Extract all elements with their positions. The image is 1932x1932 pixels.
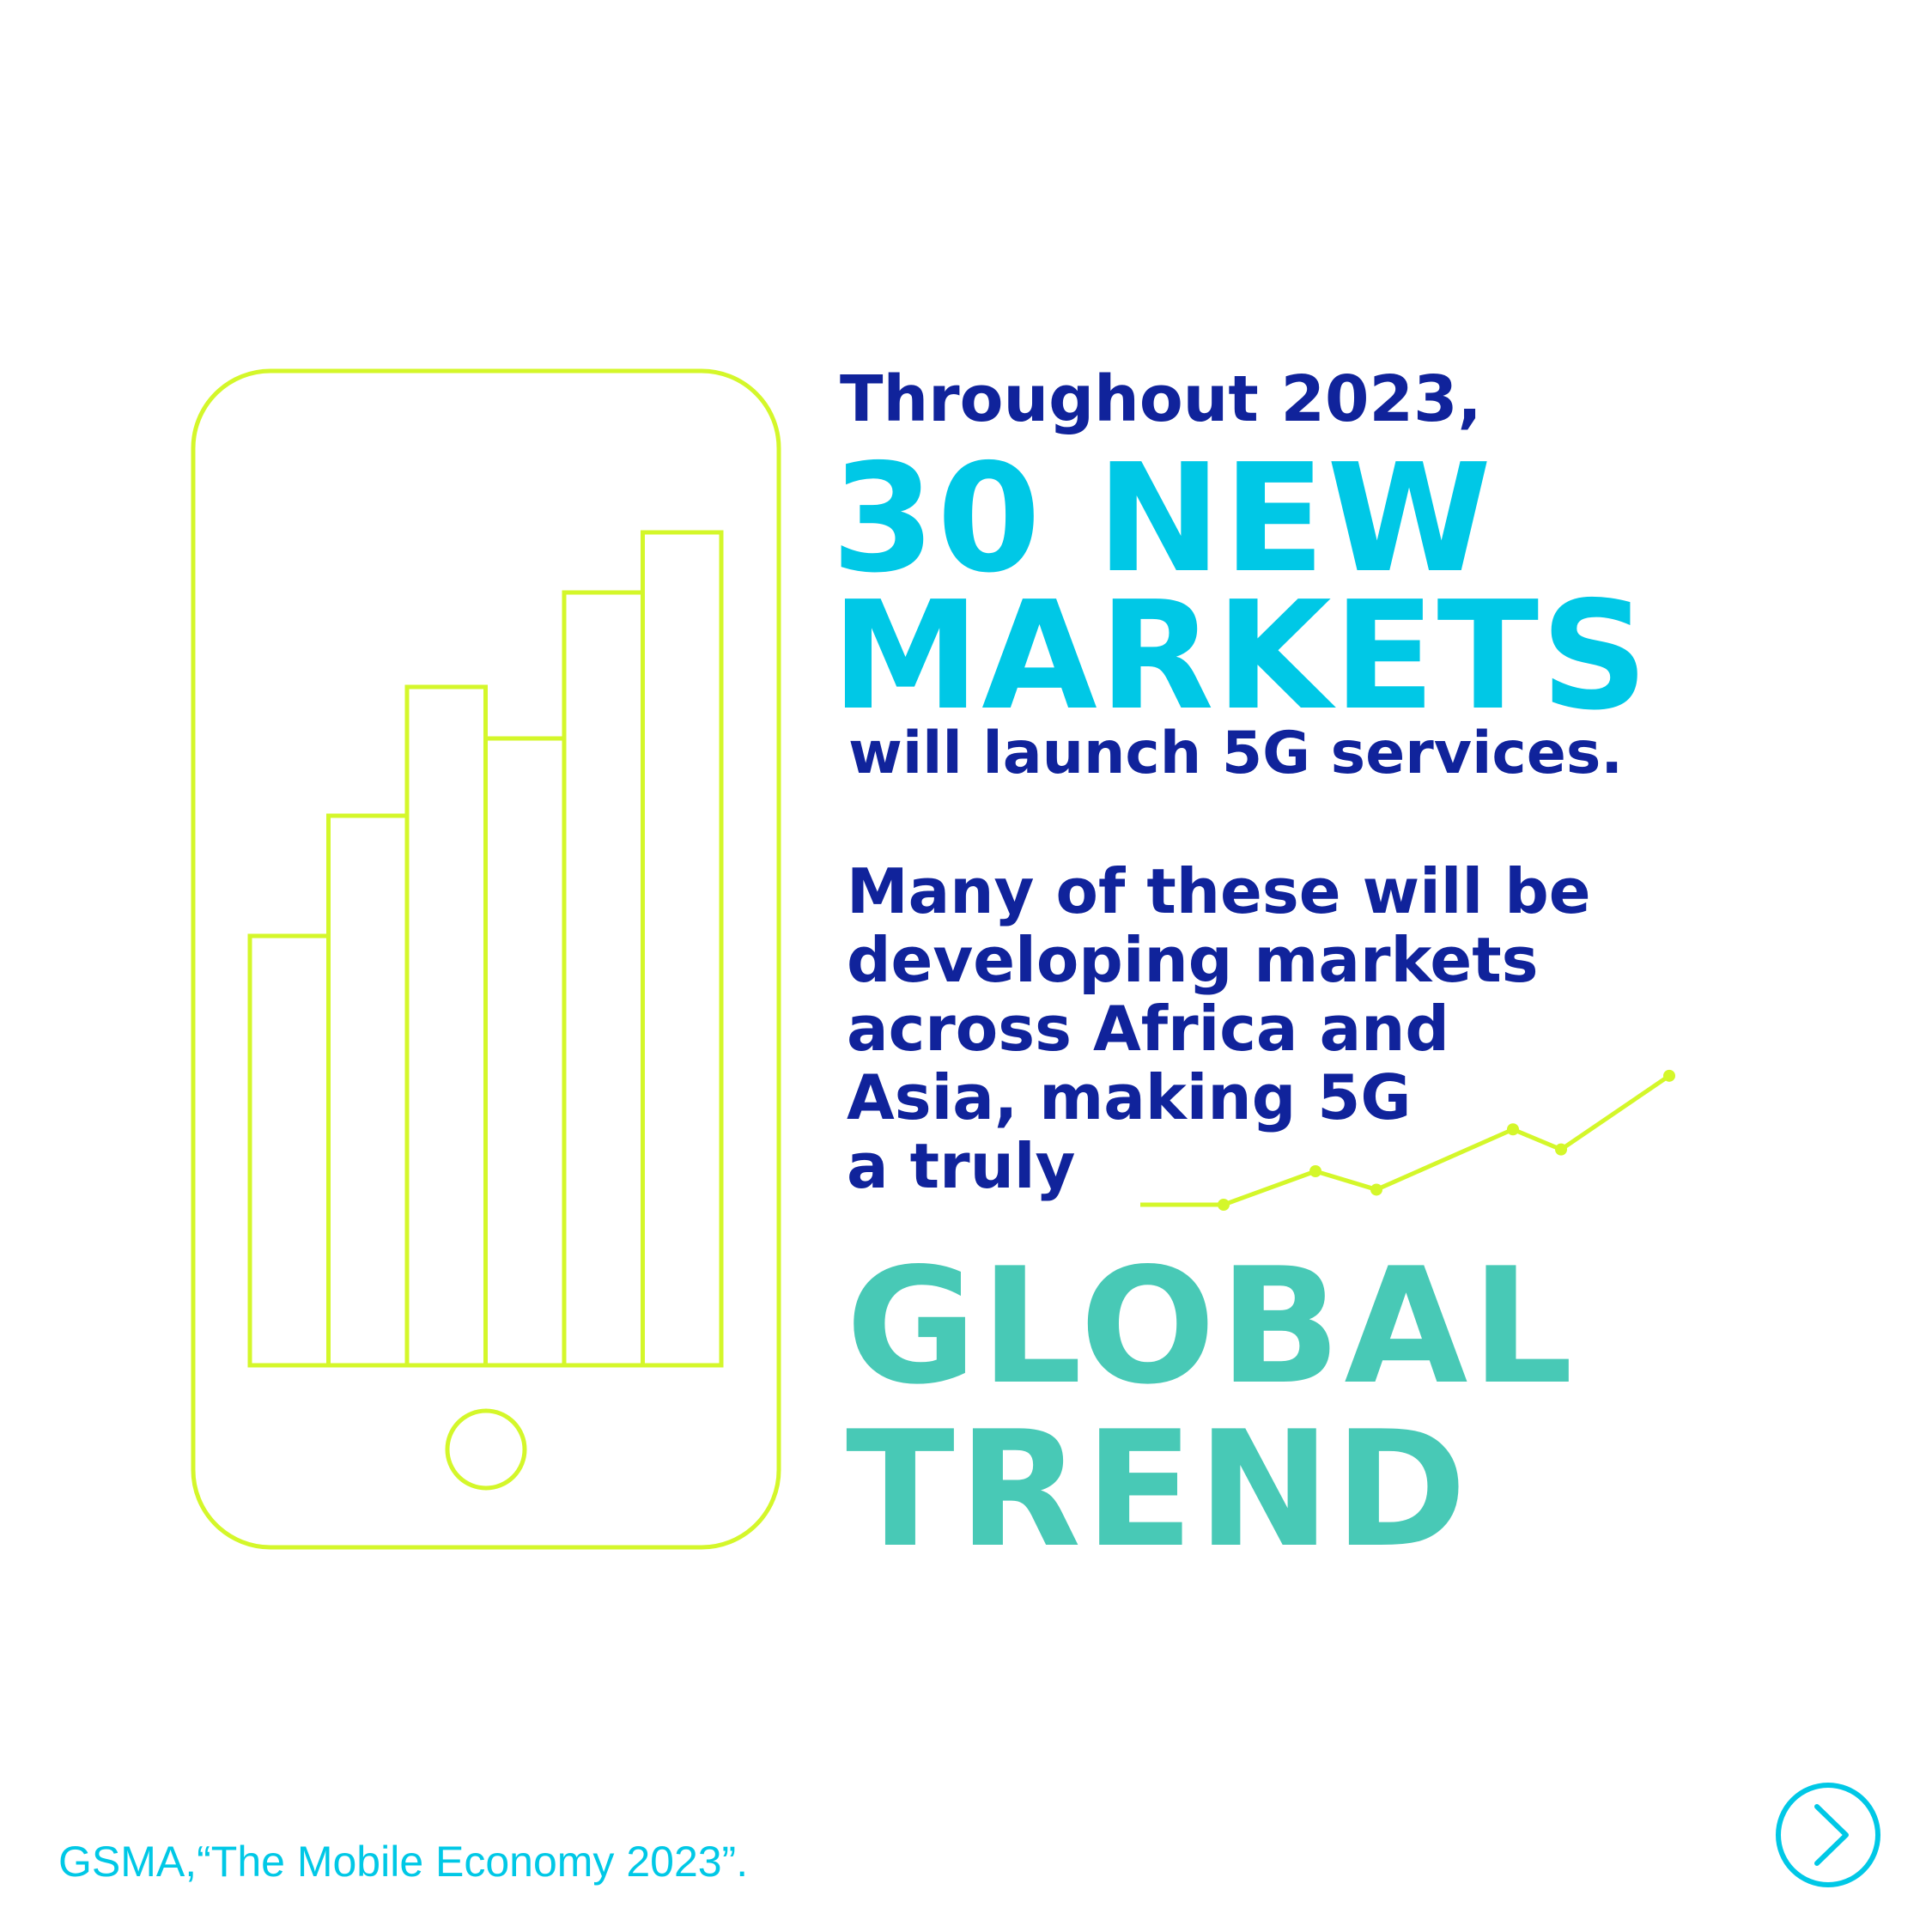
phone-bar xyxy=(483,736,567,1368)
paragraph-line: Many of these will be xyxy=(847,855,1591,927)
paragraph-line: a truly xyxy=(847,1130,1076,1202)
trend-line xyxy=(1223,1073,1671,1207)
trend-line-icon xyxy=(1140,1069,1675,1211)
phone-bar xyxy=(326,813,410,1368)
chevron-right-icon xyxy=(1814,1804,1849,1866)
phone-bar xyxy=(562,590,645,1368)
phone-bar xyxy=(641,530,724,1368)
trend-point xyxy=(1218,1199,1230,1211)
headline-outro: will launch 5G services. xyxy=(848,720,1624,787)
headline-intro: Throughout 2023, xyxy=(840,362,1482,436)
phone-bar xyxy=(404,684,488,1368)
trend-point xyxy=(1370,1183,1382,1196)
next-button[interactable] xyxy=(1776,1783,1880,1887)
phone-bar xyxy=(247,933,331,1368)
trend-point xyxy=(1507,1123,1519,1136)
phone-body xyxy=(191,368,781,1550)
emphasis-line-1: GLOBAL xyxy=(846,1233,1577,1419)
emphasis-line-2: TREND xyxy=(846,1396,1471,1583)
headline-big-line-2: MARKETS xyxy=(831,569,1650,744)
phone-home-button xyxy=(445,1408,527,1491)
paragraph-line: developing markets xyxy=(847,924,1539,996)
paragraph-line: Asia, making 5G xyxy=(847,1061,1412,1133)
headline-big-line-1: 30 NEW xyxy=(831,432,1494,606)
paragraph-line: across Africa and xyxy=(847,993,1449,1065)
trend-point xyxy=(1663,1069,1675,1082)
phone-bars xyxy=(247,530,724,1368)
smartphone-bar-chart-icon xyxy=(191,368,781,1550)
trend-point xyxy=(1309,1165,1321,1177)
trend-point xyxy=(1555,1143,1567,1156)
source-credit: GSMA,“The Mobile Economy 2023”. xyxy=(58,1838,749,1886)
